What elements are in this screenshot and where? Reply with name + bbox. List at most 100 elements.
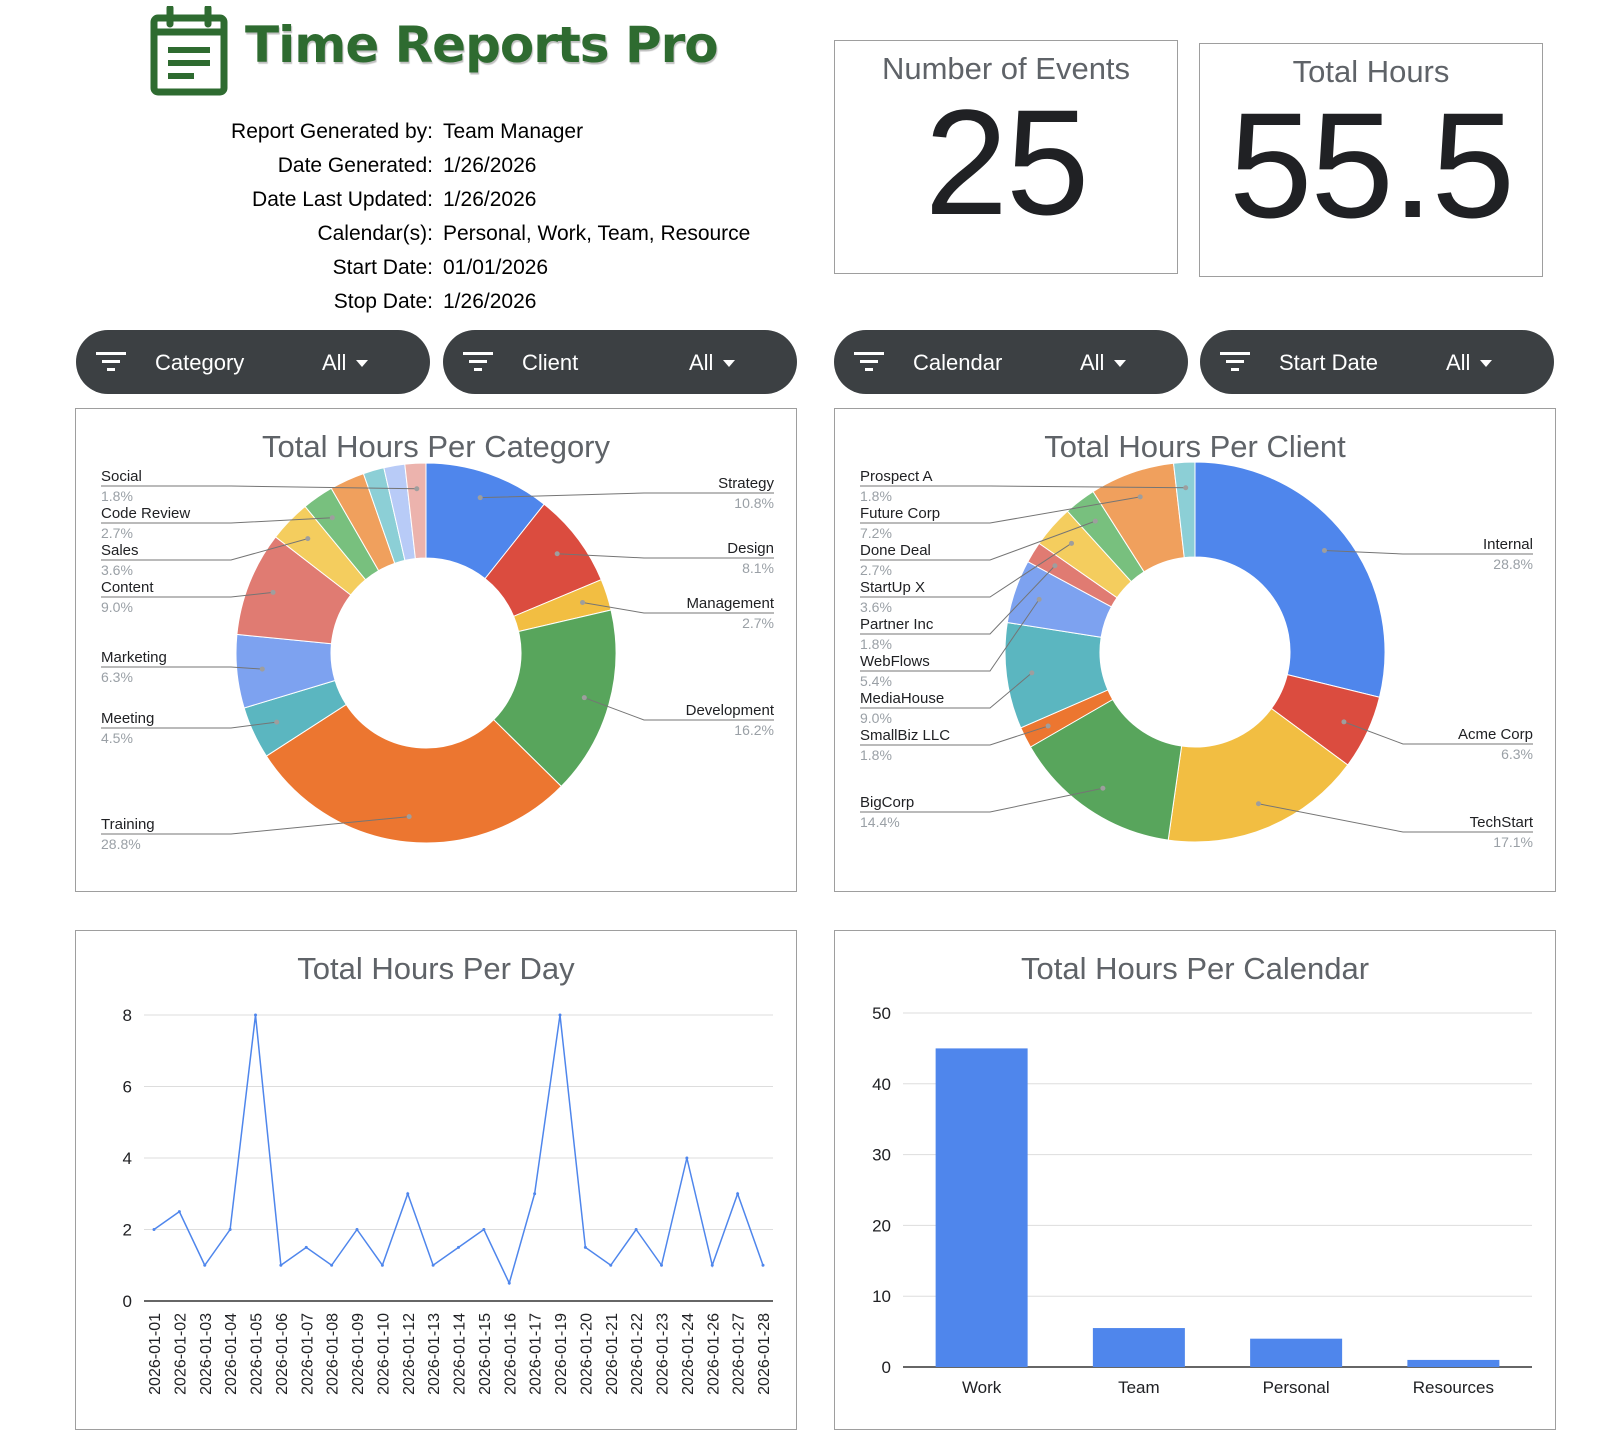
x-tick-label: 2026-01-02 xyxy=(172,1313,189,1395)
app-title: Time Reports Pro xyxy=(245,16,719,74)
data-point[interactable] xyxy=(583,1245,587,1249)
x-tick-label: 2026-01-20 xyxy=(578,1313,595,1395)
data-point[interactable] xyxy=(355,1228,359,1231)
label-name: Meeting xyxy=(101,710,154,727)
data-point[interactable] xyxy=(304,1245,308,1249)
data-point[interactable] xyxy=(177,1210,181,1214)
data-point[interactable] xyxy=(609,1263,613,1267)
data-point[interactable] xyxy=(228,1228,232,1231)
caret-down-icon[interactable] xyxy=(1114,360,1126,367)
leader-dot xyxy=(1100,785,1106,791)
legend-label-content: Content 9.0% xyxy=(101,579,276,615)
label-name: Partner Inc xyxy=(860,616,934,633)
leader-dot xyxy=(580,599,586,605)
data-point[interactable] xyxy=(761,1263,765,1267)
legend-label-acme-corp: Acme Corp 6.3% xyxy=(1341,719,1533,762)
legend-label-bigcorp: BigCorp 14.4% xyxy=(860,785,1106,830)
slice-prospect-a[interactable] xyxy=(1172,461,1196,559)
data-point[interactable] xyxy=(558,1013,562,1017)
data-point[interactable] xyxy=(152,1228,156,1231)
data-point[interactable] xyxy=(507,1281,511,1285)
legend-label-training: Training 28.8% xyxy=(101,814,412,852)
caret-down-icon[interactable] xyxy=(723,360,735,367)
bar-work[interactable] xyxy=(935,1048,1028,1367)
filter-icon xyxy=(1220,352,1250,371)
leader-line xyxy=(1324,549,1533,555)
label-name: Done Deal xyxy=(860,542,931,559)
series-line[interactable] xyxy=(153,1014,764,1286)
slice-internal[interactable] xyxy=(1194,461,1386,698)
filter-client-value[interactable]: All xyxy=(689,350,714,375)
chart-hours-per-category[interactable]: Social 1.8% Code Review 2.7% Sales 3.6% Conten… xyxy=(75,408,797,892)
filter-start-date[interactable]: Start Date All xyxy=(1200,330,1554,394)
data-point[interactable] xyxy=(380,1263,384,1267)
data-point[interactable] xyxy=(685,1156,689,1160)
filter-category[interactable]: Category All xyxy=(76,330,430,394)
data-point[interactable] xyxy=(431,1263,435,1267)
label-name: BigCorp xyxy=(860,794,914,811)
x-tick-label: Team xyxy=(1118,1378,1160,1397)
filter-client[interactable]: Client All xyxy=(443,330,797,394)
chart-title: Total Hours Per Day xyxy=(297,951,575,986)
data-point[interactable] xyxy=(406,1192,410,1196)
x-tick-label: 2026-01-05 xyxy=(249,1313,266,1395)
x-tick-label: Personal xyxy=(1263,1378,1330,1397)
leader-line xyxy=(1258,803,1533,833)
data-point[interactable] xyxy=(482,1228,486,1231)
leader-dot xyxy=(554,551,560,557)
data-point[interactable] xyxy=(457,1245,460,1249)
slice-social[interactable] xyxy=(404,462,427,560)
label-pct: 1.8% xyxy=(860,636,892,652)
kpi-hours-label: Total Hours xyxy=(1292,54,1450,89)
slice-training[interactable] xyxy=(265,703,562,844)
filter-start-date-label: Start Date xyxy=(1279,350,1379,375)
chart-hours-per-day[interactable]: 0 2 4 6 8 2026-01-01 2026-01-02 2026-01-03 2026-… xyxy=(75,930,797,1430)
bar-team[interactable] xyxy=(1092,1328,1185,1367)
leader-dot xyxy=(270,589,276,595)
data-point[interactable] xyxy=(254,1013,257,1017)
filter-calendar[interactable]: Calendar All xyxy=(834,330,1188,394)
data-point[interactable] xyxy=(710,1263,714,1267)
leader-line xyxy=(584,697,774,721)
filter-calendar-value[interactable]: All xyxy=(1080,350,1105,375)
label-name: Future Corp xyxy=(860,505,940,522)
chart-hours-per-client[interactable]: Prospect A 1.8% Future Corp 7.2% Done Deal 2.… xyxy=(834,408,1556,892)
label-name: Internal xyxy=(1483,536,1533,553)
chart-hours-per-calendar[interactable]: 0 10 20 30 40 50 Work Team Personal Resources Tot… xyxy=(834,930,1556,1430)
legend-label-mediahouse: MediaHouse 9.0% xyxy=(860,670,1035,726)
data-point[interactable] xyxy=(330,1263,334,1267)
x-tick-label: 2026-01-01 xyxy=(147,1313,164,1395)
data-point[interactable] xyxy=(634,1228,638,1231)
data-point[interactable] xyxy=(660,1263,663,1267)
x-tick-label: Work xyxy=(962,1378,1002,1397)
bar-personal[interactable] xyxy=(1250,1338,1343,1367)
slice-development[interactable] xyxy=(492,609,617,788)
caret-down-icon[interactable] xyxy=(1480,360,1492,367)
data-point[interactable] xyxy=(533,1192,537,1196)
x-tick-label: 2026-01-14 xyxy=(452,1313,469,1395)
data-point[interactable] xyxy=(203,1263,207,1267)
caret-down-icon[interactable] xyxy=(356,360,368,367)
leader-line xyxy=(101,485,417,490)
legend-label-marketing: Marketing 6.3% xyxy=(101,649,265,685)
label-name: Management xyxy=(686,595,774,612)
filter-start-date-value[interactable]: All xyxy=(1446,350,1471,375)
kpi-hours-value: 55.5 xyxy=(1229,81,1515,249)
data-point[interactable] xyxy=(279,1263,283,1267)
leader-dot xyxy=(1052,563,1058,569)
x-tick-label: 2026-01-28 xyxy=(756,1313,773,1395)
leader-line xyxy=(860,672,1033,709)
y-tick-label: 6 xyxy=(123,1078,132,1097)
x-tick-label: 2026-01-26 xyxy=(705,1313,722,1395)
slice-techstart[interactable] xyxy=(1167,707,1349,843)
filter-category-value[interactable]: All xyxy=(322,350,347,375)
leader-dot xyxy=(305,536,311,542)
calendar-bar-svg: 0 10 20 30 40 50 Work Team Personal Resources xyxy=(872,1004,1532,1397)
label-name: Training xyxy=(101,816,155,833)
leader-line xyxy=(480,492,774,499)
bar-resources[interactable] xyxy=(1407,1359,1500,1367)
data-point[interactable] xyxy=(736,1192,740,1196)
label-name: StartUp X xyxy=(860,579,925,596)
